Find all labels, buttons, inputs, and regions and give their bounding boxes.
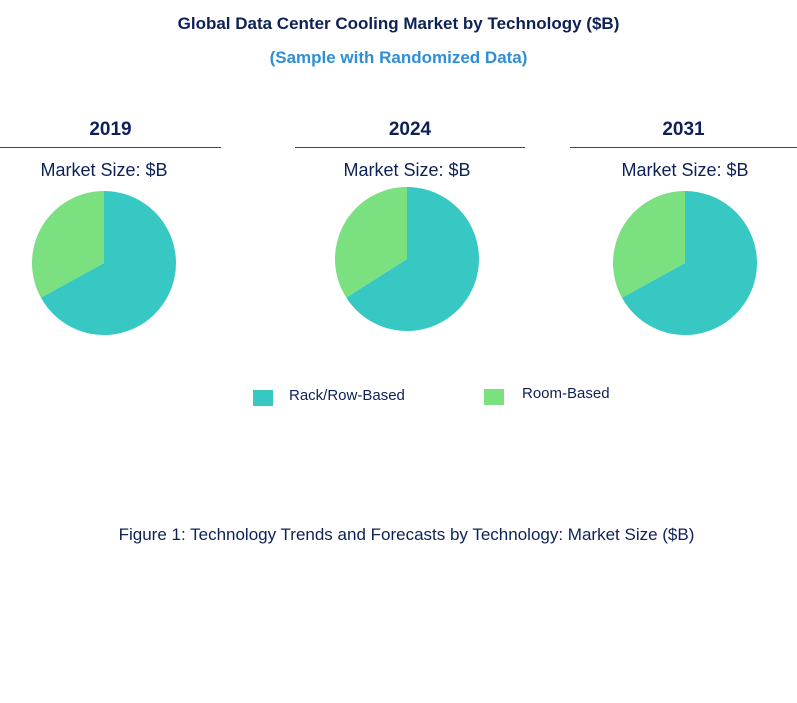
pie-slice-rack-row-based <box>40 191 177 335</box>
pie-slice-room-based <box>613 191 685 298</box>
pie-chart <box>613 191 757 335</box>
legend-swatch-room <box>484 389 504 405</box>
year-divider <box>0 147 221 148</box>
legend-label-rack-row: Rack/Row-Based <box>289 387 405 404</box>
pie-slice-rack-row-based <box>346 187 479 331</box>
year-divider <box>295 147 525 148</box>
chart-title: Global Data Center Cooling Market by Tec… <box>177 14 620 33</box>
pie-chart <box>335 187 479 331</box>
legend-label-room: Room-Based <box>522 385 610 402</box>
legend-swatch-rack-row <box>253 390 273 406</box>
pie-year-label: 2031 <box>662 119 705 140</box>
figure-caption: Figure 1: Technology Trends and Forecast… <box>118 525 695 544</box>
pie-market-size-label: Market Size: $B <box>343 160 471 180</box>
pie-slice-room-based <box>335 187 407 298</box>
pie-chart <box>31 191 177 335</box>
chart-subtitle: (Sample with Randomized Data) <box>269 48 528 67</box>
pie-year-label: 2019 <box>89 119 132 140</box>
pie-slice-room-based <box>31 191 104 298</box>
year-divider <box>570 147 797 148</box>
pie-market-size-label: Market Size: $B <box>40 160 168 180</box>
pie-market-size-label: Market Size: $B <box>621 160 749 180</box>
pie-year-label: 2024 <box>388 119 432 140</box>
pie-slice-rack-row-based <box>621 191 757 335</box>
